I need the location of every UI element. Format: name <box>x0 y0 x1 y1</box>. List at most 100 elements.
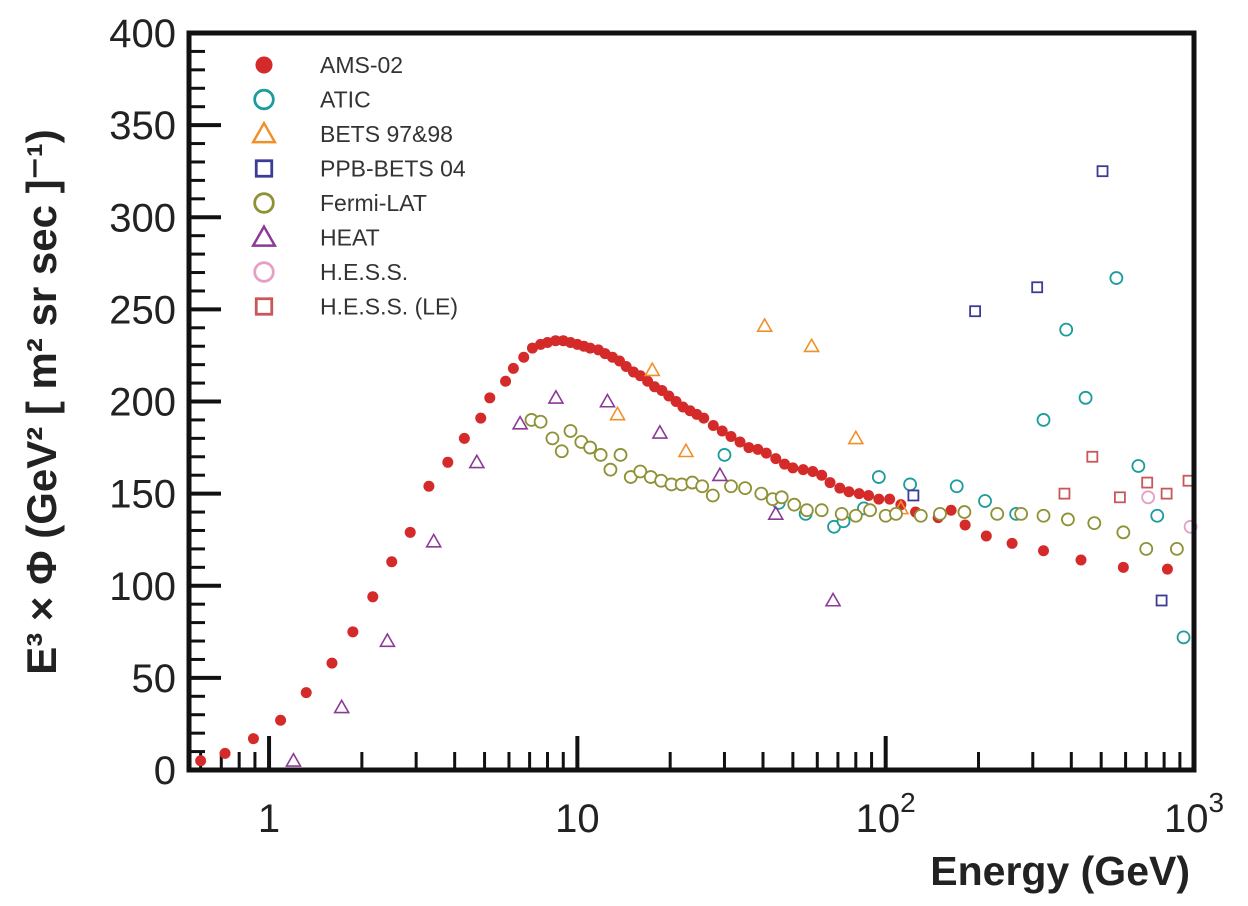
data-point <box>1116 525 1131 540</box>
data-point <box>889 506 903 521</box>
data-point <box>774 490 789 505</box>
data-point <box>545 431 560 446</box>
data-point <box>442 456 454 468</box>
data-point <box>695 479 710 494</box>
data-point <box>379 632 396 648</box>
data-point <box>807 466 819 478</box>
data-point <box>907 489 920 502</box>
data-point <box>518 351 530 363</box>
y-axis-title: E³ × Φ (GeV² [ m² sr sec ]⁻¹) <box>18 129 65 675</box>
data-point <box>247 733 259 745</box>
data-point <box>724 479 738 494</box>
data-point <box>978 494 992 508</box>
x-axis-title: Energy (GeV) <box>930 848 1190 894</box>
series-fermi-lat <box>524 413 1184 556</box>
legend-entry: PPB-BETS 04 <box>254 156 466 182</box>
legend-marker <box>253 192 275 214</box>
legend-entry: AMS-02 <box>255 52 403 78</box>
data-point <box>787 497 802 512</box>
data-point <box>1117 561 1129 573</box>
data-point <box>583 440 598 455</box>
data-point <box>834 482 846 494</box>
data-point <box>1061 512 1075 527</box>
data-point <box>873 493 885 505</box>
data-point <box>333 698 351 714</box>
data-point <box>1087 516 1102 531</box>
data-point <box>651 424 669 439</box>
data-point <box>990 506 1005 521</box>
data-point <box>698 412 710 424</box>
data-point <box>1150 508 1165 523</box>
data-point <box>933 506 947 521</box>
data-point <box>756 317 774 333</box>
data-point <box>824 591 842 607</box>
legend-entry: BETS 97&98 <box>251 120 453 147</box>
series-ams-02 <box>195 335 1173 767</box>
data-point <box>711 466 729 482</box>
data-point <box>526 342 538 354</box>
legend-entry: ATIC <box>253 87 371 113</box>
plot-area <box>195 165 1198 767</box>
data-point <box>300 687 312 699</box>
data-point <box>1131 459 1146 473</box>
y-tick-label: 300 <box>109 196 176 240</box>
data-point <box>803 337 820 353</box>
data-point <box>554 444 569 459</box>
data-point <box>734 436 746 448</box>
data-point <box>563 424 578 438</box>
data-point <box>547 389 565 404</box>
data-point <box>1058 487 1071 500</box>
data-point <box>1096 165 1109 178</box>
data-point <box>484 392 496 404</box>
data-point <box>754 486 769 501</box>
series-atic <box>717 271 1191 645</box>
x-tick-label: 103 <box>1164 787 1224 841</box>
data-point <box>275 714 287 726</box>
data-point <box>458 432 470 444</box>
data-point <box>584 342 596 354</box>
data-point <box>1161 563 1173 575</box>
data-point <box>863 503 877 518</box>
data-point <box>425 532 443 548</box>
x-tick-label: 10 <box>555 797 600 841</box>
data-point <box>959 519 971 531</box>
legend-entry: HEAT <box>251 224 380 251</box>
data-point <box>707 419 719 431</box>
data-point <box>1141 476 1154 489</box>
data-point <box>716 425 728 437</box>
series-ppb-bets-04 <box>907 165 1168 607</box>
data-point <box>743 442 755 454</box>
legend-label: H.E.S.S. <box>320 259 408 285</box>
data-point <box>853 488 865 500</box>
data-point <box>1078 390 1093 405</box>
data-point <box>980 530 992 542</box>
data-point <box>1006 537 1018 549</box>
data-point <box>913 508 928 523</box>
data-point <box>752 443 764 455</box>
data-point <box>824 477 836 489</box>
legend-marker <box>254 159 274 178</box>
data-point <box>507 362 519 374</box>
legend-entry: H.E.S.S. <box>253 259 408 285</box>
data-point <box>1038 545 1050 557</box>
data-point <box>347 626 359 638</box>
data-point <box>705 488 720 503</box>
data-point <box>717 448 732 462</box>
data-point <box>760 447 772 459</box>
data-point <box>1036 413 1051 427</box>
data-point <box>1139 542 1154 556</box>
data-point <box>593 448 608 462</box>
legend-label: BETS 97&98 <box>320 121 453 147</box>
data-point <box>609 405 626 421</box>
data-point <box>404 526 416 538</box>
y-tick-label: 150 <box>109 473 176 517</box>
data-point <box>949 479 964 494</box>
legend-label: ATIC <box>320 87 371 113</box>
data-point <box>770 453 782 465</box>
data-point <box>195 755 207 767</box>
legend-marker <box>255 56 273 74</box>
data-point <box>1036 508 1051 523</box>
data-point <box>834 506 849 521</box>
legend-label: PPB-BETS 04 <box>320 156 466 182</box>
data-point <box>957 505 972 519</box>
